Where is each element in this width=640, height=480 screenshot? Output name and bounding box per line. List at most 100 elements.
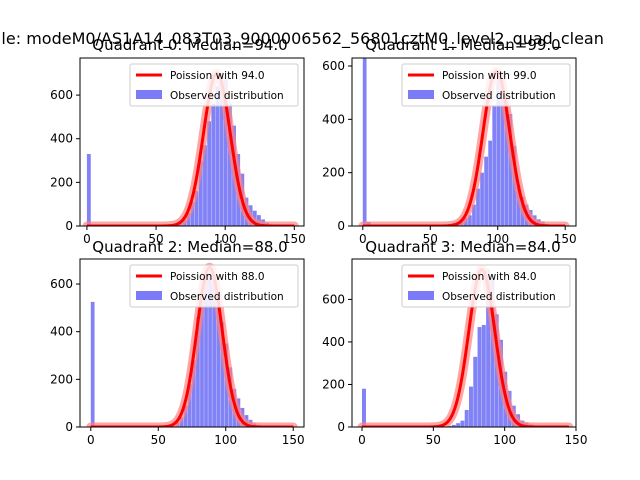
quadrant-3-hist-bar: [464, 409, 469, 427]
quadrant-0-hist-bar: [219, 73, 224, 226]
quadrant-2-legend-observed-label: Observed distribution: [170, 291, 284, 303]
quadrant-3-hist-bar: [490, 278, 495, 427]
quadrant-1-ytick-label: 200: [322, 166, 345, 180]
quadrant-2-hist-bar: [216, 293, 221, 427]
quadrant-1-poisson-curve: [362, 69, 566, 226]
quadrant-2-ytick-label: 400: [50, 325, 73, 339]
quadrant-1-xtick-label: 100: [486, 232, 509, 246]
quadrant-1-hist-bar: [472, 204, 476, 226]
quadrant-0-axes-frame: [79, 57, 305, 227]
quadrant-2-legend-box: [129, 264, 299, 308]
quadrant-1-hist-bar: [484, 156, 488, 226]
quadrant-1-hist-bar: [508, 114, 513, 226]
quadrant-1-ytick-label: 400: [322, 112, 345, 126]
quadrant-1-legend-observed-label: Observed distribution: [442, 90, 556, 102]
quadrant-2-ytick-label: 0: [65, 420, 73, 434]
quadrant-3-legend-hist-swatch: [408, 291, 434, 300]
quadrant-3-hist-bar: [473, 356, 478, 427]
quadrant-1-ytick-label: 600: [322, 59, 345, 73]
quadrant-2-ytick-label: 600: [50, 277, 73, 291]
quadrant-0-hist-bar: [211, 103, 216, 226]
quadrant-3-hist-bar: [460, 420, 465, 427]
quadrant-0-hist-bar: [223, 79, 228, 226]
quadrant-3-xtick-label: 0: [358, 433, 366, 447]
quadrant-2-xtick-label: 50: [151, 433, 166, 447]
quadrant-2-hist-bar: [200, 293, 204, 427]
quadrant-2-xtick-label: 100: [214, 433, 237, 447]
quadrant-0-ytick-label: 0: [65, 219, 73, 233]
quadrant-3-hist-bar: [451, 424, 456, 427]
quadrant-3-legend-poisson-label: Poission with 84.0: [442, 271, 537, 283]
quadrant-0-legend-box: [129, 63, 299, 107]
quadrant-1-legend: Poission with 99.0 Observed distribution: [401, 63, 571, 107]
quadrant-1-axes-frame: [351, 57, 577, 227]
quadrant-1-title: Quadrant 1: Median=99.0: [365, 36, 560, 54]
quadrant-1-plot-area: [358, 58, 570, 226]
quadrant-1-hist-bar: [362, 58, 367, 226]
quadrant-3-hist-bar: [486, 269, 491, 427]
quadrant-3-ytick-label: 400: [322, 335, 345, 349]
quadrant-3-axes-frame: [351, 258, 577, 428]
quadrant-3-xtick-label: 50: [426, 433, 441, 447]
quadrant-3-hist-bar: [447, 425, 452, 427]
quadrant-1-legend-poisson-label: Poission with 99.0: [442, 70, 537, 82]
quadrant-0-xtick-label: 50: [148, 232, 163, 246]
quadrant-2-xtick-label: 150: [282, 433, 305, 447]
quadrant-1-hist-bar: [476, 188, 480, 226]
quadrant-0-hist-bar: [198, 160, 203, 226]
quadrant-3-xtick-label: 100: [493, 433, 516, 447]
quadrant-0-hist-bar: [203, 145, 207, 226]
quadrant-1-xtick-label: 50: [423, 232, 438, 246]
quadrant-3-xtick-label: 150: [565, 433, 588, 447]
quadrant-3-ytick-label: 200: [322, 377, 345, 391]
quadrant-2-hist-bar: [208, 274, 212, 427]
quadrant-3-hist-bar: [481, 324, 486, 427]
quadrant-0-ytick-label: 400: [50, 132, 73, 146]
quadrant-0-hist-bar: [86, 154, 91, 226]
quadrant-2-hist-bar: [187, 384, 192, 427]
quadrant-2-hist-bar: [204, 279, 208, 427]
quadrant-2-hist-bar: [196, 317, 200, 427]
quadrant-0-xtick-label: 150: [283, 232, 306, 246]
quadrant-0-hist-bar: [207, 121, 212, 226]
quadrant-1-hist-bar: [492, 106, 497, 226]
quadrant-0-legend-hist-swatch: [136, 90, 162, 99]
quadrant-1-hist-bar: [468, 215, 472, 226]
quadrant-2-hist-bar: [220, 322, 225, 427]
quadrant-3-panel: 0 50 100 150 0 200 400 600 Poission with 84.0 Obs…: [322, 238, 587, 447]
quadrant-0-panel: 0 50 100 150 0 200 400 600 Poission with 94.0 Obs…: [50, 36, 306, 246]
quadrant-0-legend-observed-label: Observed distribution: [170, 90, 284, 102]
quadrant-2-panel: 0 50 100 150 0 200 400 600 Poission with 88.0 Obs…: [50, 238, 305, 447]
quadrant-0-poisson-curve: [86, 71, 295, 226]
quadrant-3-hist-bar: [456, 423, 461, 427]
quadrant-1-legend-box: [401, 63, 571, 107]
quadrant-1-hist-bar: [516, 186, 521, 226]
quadrant-1-hist-bar: [504, 100, 509, 226]
quadrant-0-ytick-label: 200: [50, 175, 73, 189]
quadrant-3-legend: Poission with 84.0 Observed distribution: [401, 264, 571, 308]
quadrant-1-hist-bar: [500, 71, 505, 226]
quadrant-0-title: Quadrant 0: Median=94.0: [92, 36, 287, 54]
quadrant-3-ytick-label: 0: [337, 420, 345, 434]
quadrant-0-hist-bar: [227, 103, 232, 226]
figure-suptitle: n file: modeM0/AS1A14_083T03_9000006562_…: [0, 29, 604, 49]
quadrant-0-hist-bar: [194, 191, 199, 226]
quadrant-1-ytick-label: 0: [337, 219, 345, 233]
quadrant-1-hist-bar: [480, 172, 484, 226]
quadrant-2-hist-bar: [192, 360, 196, 427]
quadrant-1-panel: 0 50 100 150 0 200 400 600 Poission with 99.0 Obs…: [322, 36, 577, 246]
quadrant-1-legend-hist-swatch: [408, 90, 434, 99]
quadrant-2-ytick-label: 200: [50, 372, 73, 386]
quadrant-0-xtick-label: 100: [214, 232, 237, 246]
quadrant-2-hist-bar: [183, 405, 188, 427]
quadrant-2-legend-hist-swatch: [136, 291, 162, 300]
quadrant-3-hist-bar: [468, 386, 473, 427]
quadrant-0-ytick-label: 600: [50, 88, 73, 102]
quadrant-2-title: Quadrant 2: Median=88.0: [92, 238, 287, 256]
quadrant-2-hist-bar: [90, 301, 95, 427]
quadrant-2-axes-frame: [79, 258, 305, 428]
quadrant-0-legend-poisson-label: Poission with 94.0: [170, 70, 265, 82]
quadrant-0-xtick-label: 0: [83, 232, 91, 246]
quadrant-0-plot-area: [82, 68, 299, 226]
